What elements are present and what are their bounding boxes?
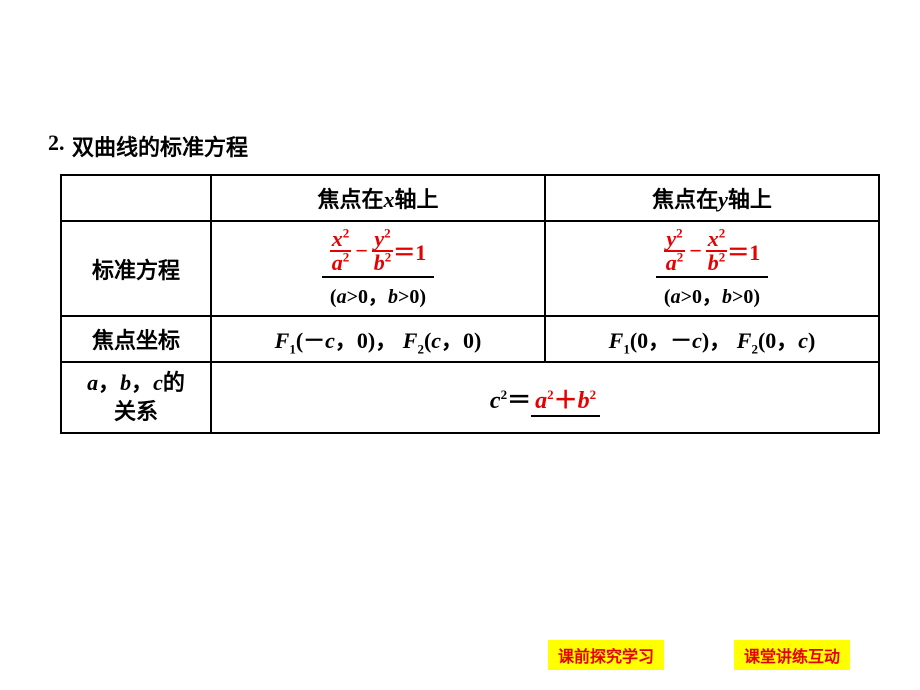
row-label-focus: 焦点坐标: [61, 316, 211, 362]
btn-class-practice[interactable]: 课堂讲练互动: [734, 640, 850, 670]
row-label-relation: a，b，c的 关系: [61, 362, 211, 433]
y-axis-condition: (a>0，b>0): [664, 280, 760, 309]
col-header-y: 焦点在y轴上: [545, 175, 879, 221]
section-title: 2. 双曲线的标准方程: [48, 130, 860, 162]
formula-y-axis: y2 a2 − x2 b2 ＝1 (a>0，b>0): [545, 221, 879, 316]
formula-x-axis: x2 a2 − y2 b2 ＝1 (a>0，b>0): [211, 221, 545, 316]
hyperbola-table: 焦点在x轴上 焦点在y轴上 标准方程 x2 a2 − y2: [60, 174, 880, 434]
x-axis-condition: (a>0，b>0): [330, 280, 426, 309]
btn-pre-study[interactable]: 课前探究学习: [548, 640, 664, 670]
focus-x-axis: F1(－c，0)， F2(c，0): [211, 316, 545, 362]
footer-buttons: 课前探究学习 课堂讲练互动: [548, 640, 850, 670]
focus-y-axis: F1(0，－c)， F2(0，c): [545, 316, 879, 362]
row-label-standard: 标准方程: [61, 221, 211, 316]
empty-header: [61, 175, 211, 221]
abc-relation: c2＝a2＋b2: [211, 362, 879, 433]
col-header-x: 焦点在x轴上: [211, 175, 545, 221]
section-title-text: 双曲线的标准方程: [72, 135, 248, 160]
section-number: 2.: [48, 130, 65, 156]
x-axis-equation: x2 a2 − y2 b2 ＝1: [322, 228, 435, 278]
y-axis-equation: y2 a2 − x2 b2 ＝1: [656, 228, 769, 278]
